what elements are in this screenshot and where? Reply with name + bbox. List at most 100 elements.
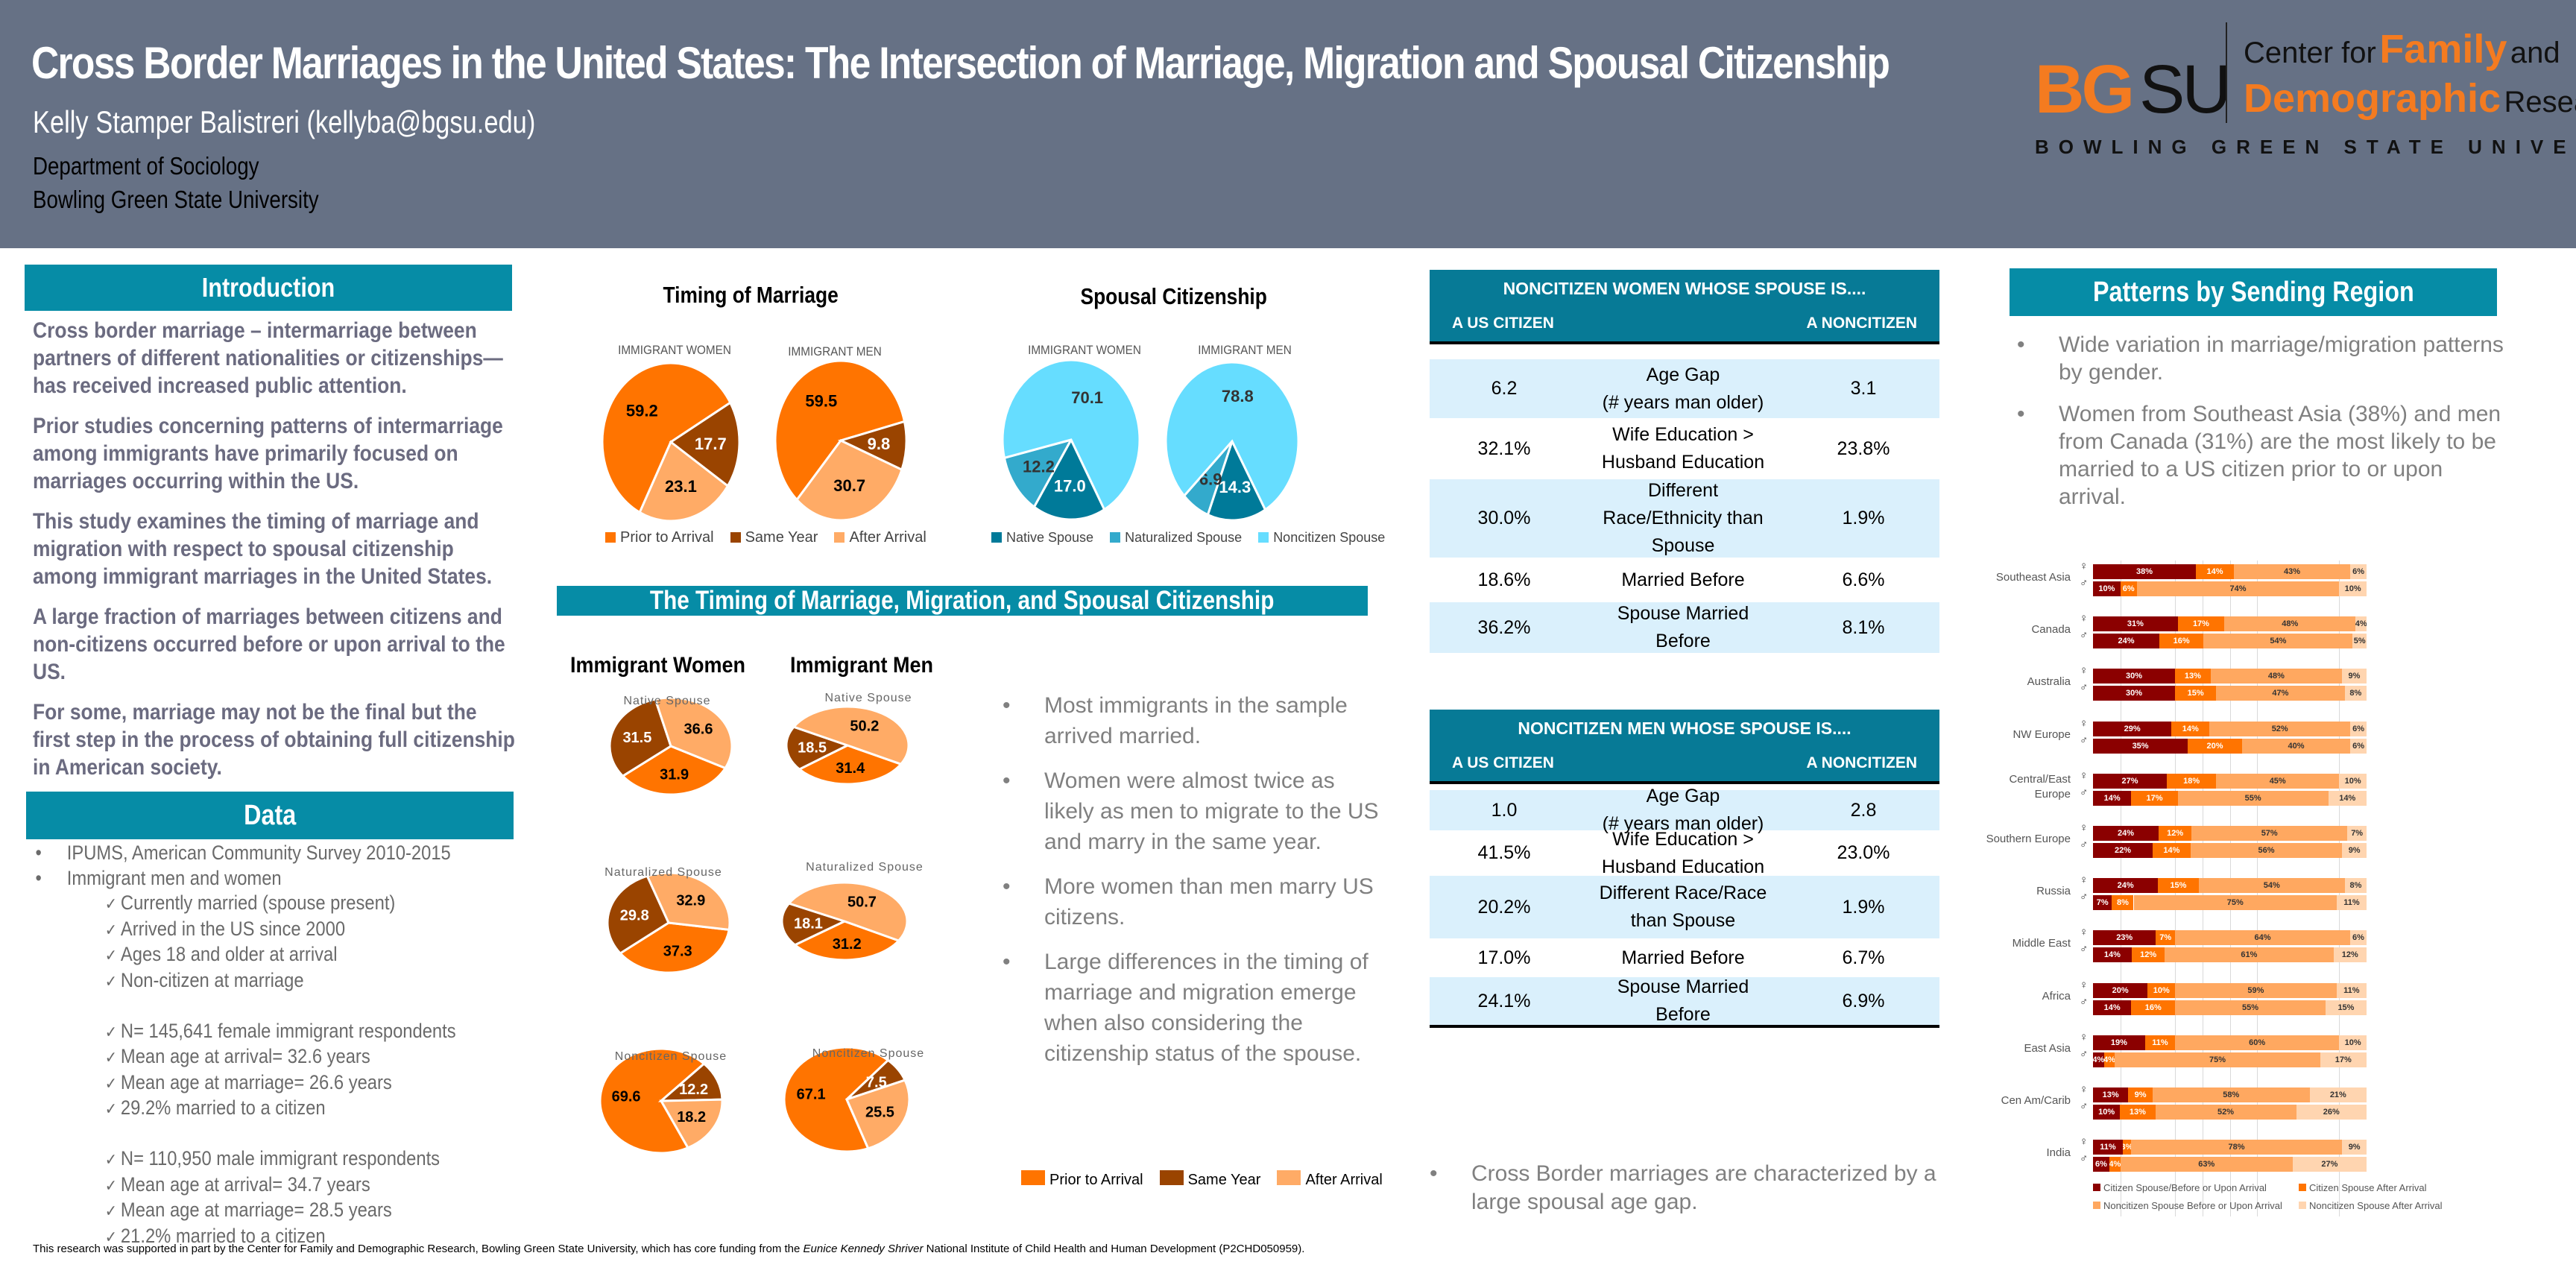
chart-title-timing: Timing of Marriage xyxy=(663,282,839,308)
legend-label: Same Year xyxy=(1187,1172,1261,1188)
pie-label: Native Spouse xyxy=(824,692,912,704)
cell-measure: Married Before xyxy=(1579,944,1787,972)
legend-swatch xyxy=(2299,1202,2306,1209)
check-item-text: N= 145,641 female immigrant respondents xyxy=(120,1019,456,1042)
check-item: ✓ Non-citizen at marriage xyxy=(33,968,456,994)
table-title: NONCITIZEN MEN WHOSE SPOUSE IS.... xyxy=(1518,719,1852,738)
check-icon: ✓ xyxy=(104,894,118,913)
legend-swatch xyxy=(730,532,741,543)
pie-data-label: 17.0 xyxy=(1054,477,1086,496)
bar-segment: 43% xyxy=(2233,564,2351,579)
logo-center-name: Center for Family and Demographic Resear… xyxy=(2244,29,2576,128)
bar-segment: 17% xyxy=(2177,616,2225,632)
region-label-line: Central/East xyxy=(2009,772,2071,786)
bar-segment: 6% xyxy=(2350,721,2367,736)
legend-swatch xyxy=(1110,532,1121,543)
bullet-text: Most immigrants in the sample arrived ma… xyxy=(1044,693,1348,748)
check-icon: ✓ xyxy=(104,946,118,965)
check-item-text: Non-citizen at marriage xyxy=(120,968,304,991)
bar-segment: 75% xyxy=(2133,895,2337,911)
bullet-icon: • xyxy=(1003,693,1011,718)
male-symbol-icon: ♂ xyxy=(2080,629,2089,643)
bar-segment: 14% xyxy=(2171,721,2210,736)
logo-research: Research xyxy=(2504,86,2576,119)
pie-slice xyxy=(599,1047,706,1155)
pie-slice xyxy=(792,705,910,765)
bar-segment: 30% xyxy=(2093,686,2176,701)
logo-demographic: Demographic xyxy=(2244,76,2501,121)
male-symbol-icon: ♂ xyxy=(2080,943,2089,956)
check-item: ✓ Currently married (spouse present) xyxy=(33,891,456,917)
data-bullet-text: Immigrant men and women xyxy=(66,866,282,889)
pie-data-label: 59.5 xyxy=(805,391,837,410)
pie-women-timing: 59.2 17.7 23.1 xyxy=(601,362,741,523)
measure-line: Age Gap xyxy=(1646,364,1720,385)
data-heading: Data xyxy=(26,792,514,839)
bar-segment: 9% xyxy=(2342,1140,2367,1155)
bar-segment: 60% xyxy=(2175,1035,2340,1050)
bar-segment: 57% xyxy=(2191,826,2348,841)
bar-segment: 9% xyxy=(2341,669,2367,684)
bar-segment: 78% xyxy=(2130,1140,2343,1155)
intro-paragraph: For some, marriage may not be the final … xyxy=(33,700,515,780)
bar-segment: 12% xyxy=(2131,947,2165,963)
check-item: ✓ N= 145,641 female immigrant respondents xyxy=(33,1019,456,1045)
legend-label: Same Year xyxy=(745,529,818,546)
cell-measure: Age Gap (# years man older) xyxy=(1579,783,1787,838)
bar-segment: 16% xyxy=(2131,1000,2176,1015)
bullet-icon: • xyxy=(2017,332,2025,357)
table-row: 17.0% Married Before 6.7% xyxy=(1430,938,1939,977)
male-symbol-icon: ♂ xyxy=(2080,891,2089,904)
university: Bowling Green State University xyxy=(33,186,319,213)
women-table: NONCITIZEN WOMEN WHOSE SPOUSE IS.... A US… xyxy=(1430,270,1939,653)
bar-segment: 59% xyxy=(2175,982,2337,998)
legend-item: After Arrival xyxy=(834,529,926,546)
bar-segment: 48% xyxy=(2210,669,2342,684)
pie-men-citizenship: 14.36.978.8 xyxy=(1164,361,1300,522)
bar-segment: 6% xyxy=(2350,738,2367,754)
pie-label: IMMIGRANT MEN xyxy=(788,344,882,359)
bar-segment: 10% xyxy=(2093,581,2121,596)
check-item: ✓ Mean age at arrival= 34.7 years xyxy=(33,1172,456,1199)
pie-slice xyxy=(654,696,733,770)
male-symbol-icon: ♂ xyxy=(2080,786,2089,799)
measure-line: Race/Ethnicity than xyxy=(1603,508,1764,528)
bullet-text: Large differences in the timing of marri… xyxy=(1044,950,1368,1066)
bar-segment: 6% xyxy=(2350,564,2367,579)
region-label: Australia xyxy=(2027,675,2071,689)
cell-us-citizen: 30.0% xyxy=(1477,508,1531,528)
pie-label: IMMIGRANT MEN xyxy=(1198,343,1292,357)
pie-data-label: 69.6 xyxy=(612,1088,641,1105)
pie-data-label: 37.3 xyxy=(663,944,692,960)
table-row: 30.0% Different Race/Ethnicity than Spouse 1… xyxy=(1430,479,1939,558)
check-item: ✓ N= 110,950 male immigrant respondents xyxy=(33,1146,456,1172)
bar-segment: 35% xyxy=(2093,738,2188,754)
bar-segment: 38% xyxy=(2093,564,2197,579)
men-table: NONCITIZEN MEN WHOSE SPOUSE IS.... A US C… xyxy=(1430,710,1939,1028)
check-icon: ✓ xyxy=(104,1227,118,1246)
data-list: • IPUMS, American Community Survey 2010-2… xyxy=(33,841,514,1249)
funding-footnote: This research was supported in part by t… xyxy=(33,1243,1304,1255)
region-label-line: Europe xyxy=(2034,787,2071,801)
check-item: ✓ Mean age at marriage= 26.6 years xyxy=(33,1070,456,1096)
timing-legend: Prior to Arrival Same Year After Arrival xyxy=(605,529,943,546)
bar-segment: 14% xyxy=(2093,1000,2132,1015)
pie-data-label: 31.5 xyxy=(622,730,651,746)
bar-segment: 13% xyxy=(2120,1105,2156,1120)
pie-slice xyxy=(845,1079,911,1150)
bar-segment: 10% xyxy=(2339,773,2367,789)
chart-title-citizenship: Spousal Citizenship xyxy=(1080,283,1267,309)
female-symbol-icon: ♀ xyxy=(2080,1135,2089,1149)
bar-segment: 75% xyxy=(2115,1052,2320,1067)
poster-title: Cross Border Marriages in the United Sta… xyxy=(31,38,1890,88)
timing-section-heading: The Timing of Marriage, Migration, and S… xyxy=(557,586,1368,616)
bar-segment: 16% xyxy=(2159,634,2204,649)
check-icon: ✓ xyxy=(104,1099,118,1118)
cell-us-citizen: 1.0 xyxy=(1491,799,1518,821)
legend-label: After Arrival xyxy=(849,529,926,546)
measure-line: Wife Education > xyxy=(1612,424,1754,445)
pie-data-label: 18.5 xyxy=(798,740,827,757)
bar-segment: 55% xyxy=(2177,790,2329,806)
legend-label: Prior to Arrival xyxy=(620,529,714,546)
